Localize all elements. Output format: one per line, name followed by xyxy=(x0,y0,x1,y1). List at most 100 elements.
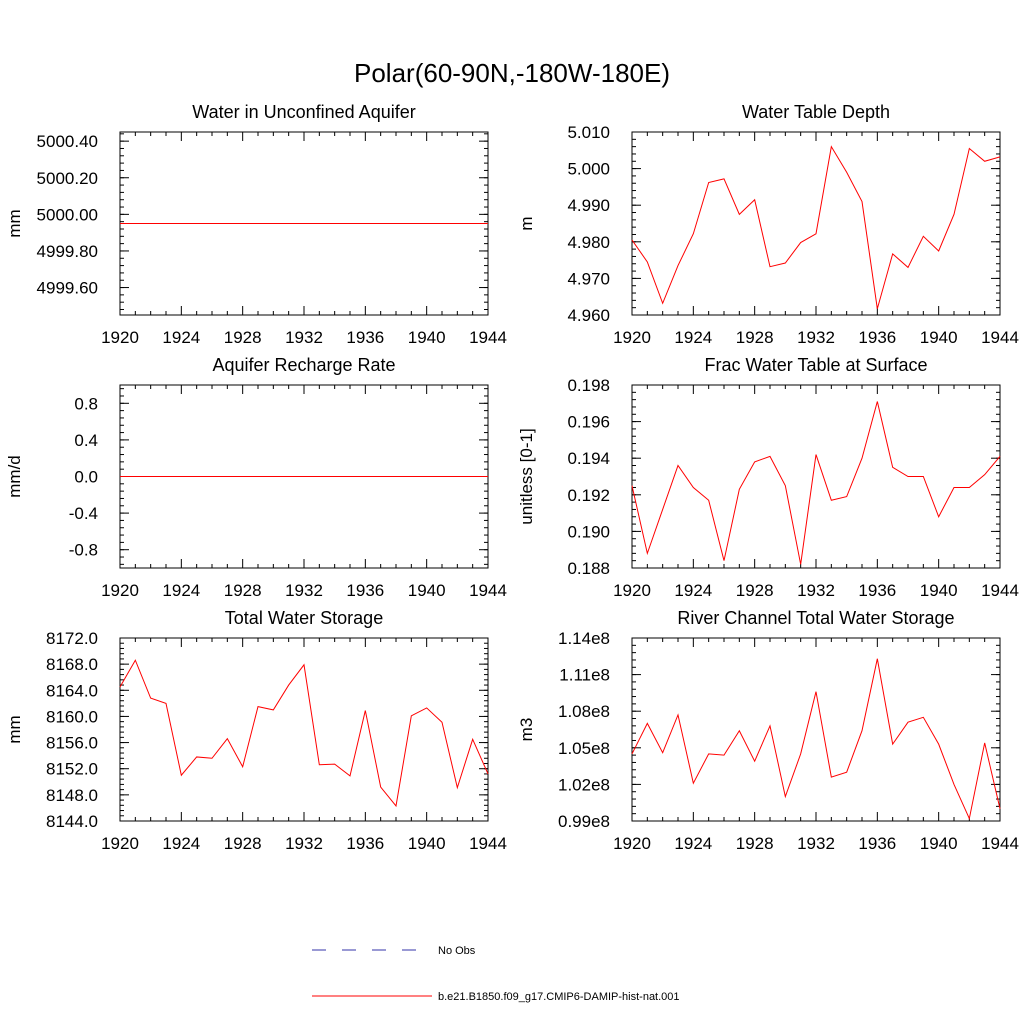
x-tick-label: 1936 xyxy=(346,328,384,347)
y-tick-label: 1.02e8 xyxy=(558,775,610,794)
legend: No Obs b.e21.B1850.f09_g17.CMIP6-DAMIP-hi… xyxy=(312,945,680,1003)
x-tick-label: 1940 xyxy=(408,581,446,600)
figure-title: Polar(60-90N,-180W-180E) xyxy=(354,58,670,88)
x-tick-label: 1932 xyxy=(285,581,323,600)
y-tick-label: 8152.0 xyxy=(46,760,98,779)
x-tick-label: 1924 xyxy=(162,581,200,600)
y-tick-label: 1.14e8 xyxy=(558,629,610,648)
y-tick-label: 0.4 xyxy=(74,431,98,450)
y-tick-label: 4.990 xyxy=(567,196,610,215)
panel-title: Total Water Storage xyxy=(225,608,383,628)
x-tick-label: 1924 xyxy=(674,581,712,600)
y-tick-label: 8156.0 xyxy=(46,734,98,753)
x-tick-label: 1920 xyxy=(101,581,139,600)
y-tick-label: 8160.0 xyxy=(46,707,98,726)
x-tick-label: 1920 xyxy=(613,834,651,853)
y-axis-label: mm xyxy=(5,715,24,743)
x-tick-label: 1928 xyxy=(224,328,262,347)
panel-title: Frac Water Table at Surface xyxy=(704,355,927,375)
y-tick-label: 0.0 xyxy=(74,468,98,487)
y-tick-label: 5.010 xyxy=(567,123,610,142)
series-line xyxy=(119,659,489,808)
x-tick-label: 1932 xyxy=(797,834,835,853)
y-axis-label: m xyxy=(517,216,536,230)
x-tick-label: 1924 xyxy=(674,328,712,347)
y-tick-label: -0.8 xyxy=(69,541,98,560)
panel-title: River Channel Total Water Storage xyxy=(677,608,954,628)
x-tick-label: 1928 xyxy=(224,581,262,600)
y-tick-label: 8148.0 xyxy=(46,786,98,805)
y-tick-label: 4.960 xyxy=(567,306,610,325)
x-tick-label: 1944 xyxy=(981,834,1019,853)
y-tick-label: 5000.40 xyxy=(37,132,98,151)
y-axis-label: mm/d xyxy=(5,455,24,498)
x-tick-label: 1936 xyxy=(346,581,384,600)
x-tick-label: 1928 xyxy=(736,834,774,853)
chart-panel: Aquifer Recharge Rate mm/d 1920 1924 1928 193… xyxy=(5,355,507,600)
x-tick-label: 1940 xyxy=(408,834,446,853)
x-tick-label: 1920 xyxy=(613,581,651,600)
y-tick-label: 5.000 xyxy=(567,160,610,179)
panel-title: Water in Unconfined Aquifer xyxy=(192,102,415,122)
x-tick-label: 1940 xyxy=(920,328,958,347)
y-axis-label: mm xyxy=(5,209,24,237)
x-tick-label: 1924 xyxy=(162,328,200,347)
x-tick-label: 1940 xyxy=(920,581,958,600)
x-tick-label: 1932 xyxy=(797,581,835,600)
x-tick-label: 1928 xyxy=(224,834,262,853)
x-tick-label: 1936 xyxy=(346,834,384,853)
y-tick-label: 0.196 xyxy=(567,413,610,432)
x-tick-label: 1924 xyxy=(674,834,712,853)
plot-frame xyxy=(631,131,1001,316)
y-tick-label: 5000.00 xyxy=(37,205,98,224)
x-tick-label: 1940 xyxy=(920,834,958,853)
x-tick-label: 1920 xyxy=(613,328,651,347)
y-tick-label: 0.198 xyxy=(567,376,610,395)
y-tick-label: 4.980 xyxy=(567,233,610,252)
y-tick-label: 8168.0 xyxy=(46,655,98,674)
plot-frame xyxy=(631,637,1001,822)
x-tick-label: 1920 xyxy=(101,328,139,347)
y-tick-label: 5000.20 xyxy=(37,169,98,188)
chart-panel: Frac Water Table at Surface unitless [0-1… xyxy=(517,355,1019,600)
y-axis-label: unitless [0-1] xyxy=(517,428,536,524)
chart-panel: Water Table Depth m 1920 1924 1928 1932 1936 19… xyxy=(517,102,1019,347)
y-tick-label: 0.190 xyxy=(567,522,610,541)
series-line xyxy=(631,658,1001,821)
chart-panel: River Channel Total Water Storage m3 1920 1… xyxy=(517,608,1019,853)
chart-panels: Water in Unconfined Aquifer mm 1920 1924 192… xyxy=(5,102,1019,853)
y-tick-label: 0.194 xyxy=(567,449,610,468)
chart-panel: Total Water Storage mm 1920 1924 1928 1932 193… xyxy=(5,608,507,853)
x-tick-label: 1924 xyxy=(162,834,200,853)
plot-frame xyxy=(631,384,1001,569)
y-tick-label: 1.05e8 xyxy=(558,739,610,758)
y-tick-label: 0.99e8 xyxy=(558,812,610,831)
chart-panel: Water in Unconfined Aquifer mm 1920 1924 192… xyxy=(5,102,507,347)
y-tick-label: 8164.0 xyxy=(46,681,98,700)
y-tick-label: 0.8 xyxy=(74,394,98,413)
series-line xyxy=(631,401,1001,565)
x-tick-label: 1944 xyxy=(981,328,1019,347)
x-tick-label: 1936 xyxy=(858,581,896,600)
x-tick-label: 1944 xyxy=(469,834,507,853)
legend-label: b.e21.B1850.f09_g17.CMIP6-DAMIP-hist-nat… xyxy=(438,991,680,1003)
x-tick-label: 1928 xyxy=(736,581,774,600)
panel-title: Aquifer Recharge Rate xyxy=(212,355,395,375)
x-tick-label: 1944 xyxy=(469,328,507,347)
legend-label: No Obs xyxy=(438,945,476,957)
panel-title: Water Table Depth xyxy=(742,102,890,122)
x-tick-label: 1936 xyxy=(858,834,896,853)
x-tick-label: 1940 xyxy=(408,328,446,347)
series-line xyxy=(631,145,1001,309)
y-tick-label: -0.4 xyxy=(69,504,98,523)
x-tick-label: 1928 xyxy=(736,328,774,347)
y-tick-label: 8172.0 xyxy=(46,629,98,648)
y-tick-label: 0.188 xyxy=(567,559,610,578)
x-tick-label: 1944 xyxy=(469,581,507,600)
x-tick-label: 1932 xyxy=(797,328,835,347)
x-tick-label: 1944 xyxy=(981,581,1019,600)
x-tick-label: 1920 xyxy=(101,834,139,853)
y-tick-label: 4999.80 xyxy=(37,242,98,261)
y-tick-label: 4.970 xyxy=(567,269,610,288)
